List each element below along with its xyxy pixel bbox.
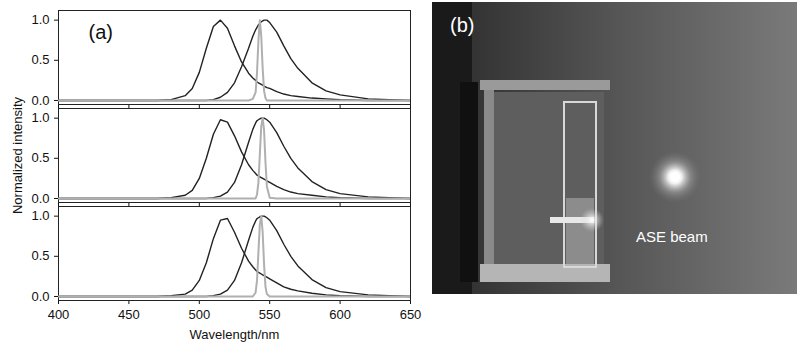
svg-text:450: 450 [118, 307, 140, 322]
svg-text:ASE beam: ASE beam [636, 228, 708, 245]
svg-text:0.0: 0.0 [31, 93, 49, 108]
svg-text:Wavelength/nm: Wavelength/nm [190, 327, 280, 342]
svg-text:550: 550 [259, 307, 281, 322]
svg-text:650: 650 [400, 307, 422, 322]
svg-text:1.0: 1.0 [31, 208, 49, 223]
svg-text:(b): (b) [450, 14, 474, 36]
svg-text:1.0: 1.0 [31, 110, 49, 125]
svg-text:400: 400 [48, 307, 70, 322]
svg-text:0.0: 0.0 [31, 289, 49, 304]
svg-text:0.5: 0.5 [31, 248, 49, 263]
svg-text:1.0: 1.0 [31, 12, 49, 27]
svg-text:600: 600 [329, 307, 351, 322]
svg-text:500: 500 [188, 307, 210, 322]
svg-text:Normalized intensity: Normalized intensity [10, 96, 25, 214]
svg-text:(a): (a) [89, 21, 113, 43]
svg-text:0.0: 0.0 [31, 191, 49, 206]
svg-text:0.5: 0.5 [31, 52, 49, 67]
svg-text:0.5: 0.5 [31, 150, 49, 165]
